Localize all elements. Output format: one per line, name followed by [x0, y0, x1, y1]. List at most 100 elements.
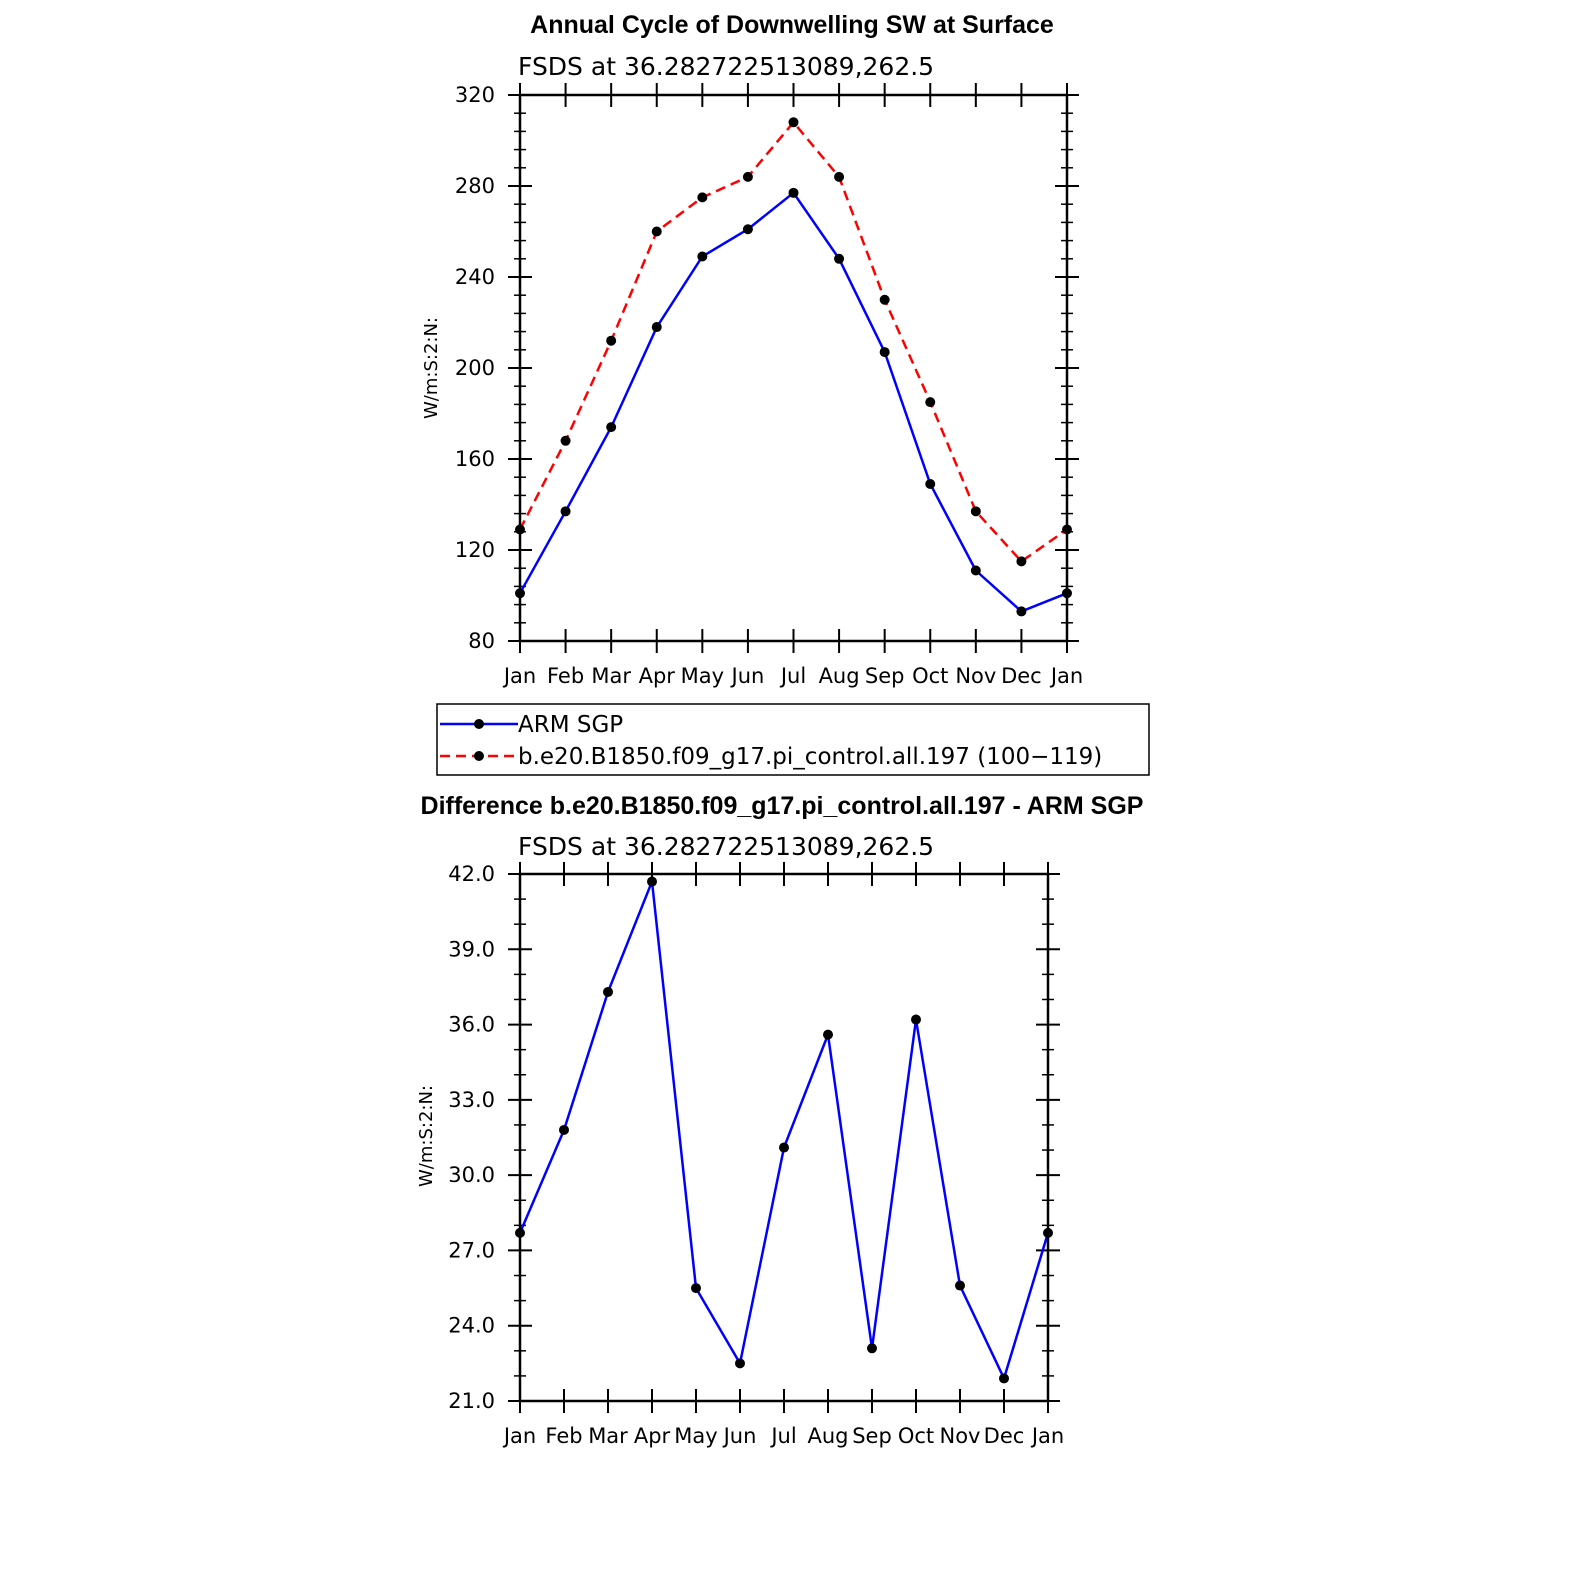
data-point	[651, 226, 662, 237]
data-point	[999, 1373, 1009, 1384]
y-tick-label: 200	[455, 356, 495, 380]
x-tick-label: Jul	[779, 664, 806, 688]
data-point	[788, 187, 799, 198]
legend-label-model: b.e20.B1850.f09_g17.pi_control.all.197 (…	[518, 744, 1102, 770]
x-tick-label: Jul	[769, 1424, 796, 1448]
x-tick-label: Sep	[852, 1424, 892, 1448]
data-point	[879, 347, 890, 358]
data-point	[970, 506, 981, 517]
data-point	[911, 1014, 921, 1025]
y-tick-label: 30.0	[448, 1163, 495, 1187]
y-tick-label: 280	[455, 174, 495, 198]
x-tick-label: Mar	[591, 664, 631, 688]
data-point	[691, 1283, 701, 1294]
data-point	[697, 251, 708, 262]
x-tick-label: Dec	[1001, 664, 1042, 688]
x-tick-label: Feb	[545, 1424, 582, 1448]
x-tick-label: Apr	[639, 664, 676, 688]
y-tick-label: 36.0	[448, 1013, 495, 1037]
chart-subtitle: FSDS at 36.282722513089,262.5	[518, 52, 934, 81]
x-tick-label: Oct	[912, 664, 948, 688]
data-point	[823, 1029, 833, 1040]
chart-title: Difference b.e20.B1850.f09_g17.pi_contro…	[421, 792, 1144, 820]
data-point	[925, 479, 936, 490]
legend-label-arm-sgp: ARM SGP	[518, 712, 623, 738]
data-point	[1016, 556, 1027, 567]
axis-ticks: Jan Feb Mar Apr May Jun Jul Aug Sep Oct Nov Dec Jan 8…	[455, 83, 1083, 688]
data-point	[1016, 606, 1027, 617]
data-point	[925, 397, 936, 408]
data-point	[867, 1343, 877, 1354]
y-tick-label: 24.0	[448, 1314, 495, 1338]
axis-ticks: Jan Feb Mar Apr May Jun Jul Aug Sep Oct Nov Dec Jan2…	[448, 862, 1064, 1448]
x-tick-label: May	[681, 664, 724, 688]
x-tick-label: Apr	[634, 1424, 671, 1448]
data-point	[606, 422, 617, 433]
y-axis-label: W/m:S:2:N:	[421, 317, 442, 419]
y-tick-label: 160	[455, 447, 495, 471]
data-point	[955, 1280, 965, 1291]
data-point	[735, 1358, 745, 1369]
y-axis-label: W/m:S:2:N:	[416, 1085, 437, 1187]
x-tick-label: Jun	[730, 664, 765, 688]
data-point	[606, 335, 617, 346]
x-tick-label: Dec	[984, 1424, 1025, 1448]
legend-marker-model	[474, 751, 484, 761]
data-point	[834, 253, 845, 264]
x-tick-label: Jan	[1030, 1424, 1064, 1448]
series-line	[518, 190, 1068, 613]
data-point	[742, 171, 753, 182]
data-point	[560, 506, 571, 517]
y-tick-label: 27.0	[448, 1238, 495, 1262]
annual-cycle-chart: Annual Cycle of Downwelling SW at Surfac…	[421, 11, 1083, 688]
plot-frame	[518, 872, 1050, 1403]
y-tick-label: 42.0	[448, 862, 495, 886]
data-point	[788, 117, 799, 128]
x-tick-label: Jan	[1049, 664, 1083, 688]
series-b-e20-b1850-f09-g17-pi-c	[515, 117, 1072, 567]
series-arm-sgp	[515, 187, 1072, 617]
data-point	[603, 986, 613, 997]
y-tick-label: 240	[455, 265, 495, 289]
y-tick-label: 21.0	[448, 1389, 495, 1413]
plot-frame	[518, 93, 1069, 643]
x-tick-label: Sep	[865, 664, 905, 688]
y-tick-label: 80	[468, 629, 495, 653]
data-point	[560, 435, 571, 446]
legend-box	[436, 703, 1150, 776]
x-tick-label: Oct	[898, 1424, 934, 1448]
data-point	[697, 192, 708, 203]
x-tick-label: Jan	[502, 664, 536, 688]
chart-subtitle: FSDS at 36.282722513089,262.5	[518, 832, 934, 861]
x-tick-label: Nov	[940, 1424, 981, 1448]
series-difference	[515, 876, 1053, 1384]
data-point	[647, 876, 657, 887]
chart-title: Annual Cycle of Downwelling SW at Surfac…	[530, 11, 1054, 39]
x-tick-label: Nov	[955, 664, 996, 688]
data-point	[651, 322, 662, 333]
difference-chart: Difference b.e20.B1850.f09_g17.pi_contro…	[416, 792, 1143, 1448]
x-tick-label: May	[674, 1424, 717, 1448]
data-point	[970, 565, 981, 576]
data-point	[834, 171, 845, 182]
x-tick-label: Mar	[588, 1424, 628, 1448]
x-tick-label: Aug	[807, 1424, 848, 1448]
data-point	[559, 1124, 569, 1135]
y-tick-label: 33.0	[448, 1088, 495, 1112]
y-tick-label: 120	[455, 538, 495, 562]
series-group	[515, 117, 1072, 617]
x-tick-label: Aug	[819, 664, 860, 688]
y-tick-label: 39.0	[448, 937, 495, 961]
data-point	[742, 224, 753, 235]
data-point	[779, 1142, 789, 1153]
x-tick-label: Jan	[502, 1424, 536, 1448]
series-group	[515, 876, 1053, 1384]
series-line	[518, 881, 1050, 1382]
y-tick-label: 320	[455, 83, 495, 107]
x-tick-label: Feb	[547, 664, 584, 688]
data-point	[879, 294, 890, 305]
legend-marker-arm-sgp	[474, 719, 484, 729]
x-tick-label: Jun	[722, 1424, 757, 1448]
legend: ARM SGP b.e20.B1850.f09_g17.pi_control.a…	[436, 703, 1150, 776]
